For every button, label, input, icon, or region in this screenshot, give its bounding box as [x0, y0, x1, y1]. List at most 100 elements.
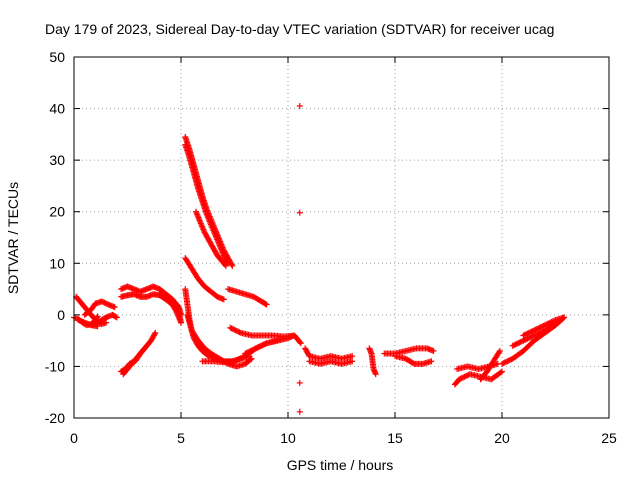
data-point [509, 342, 516, 349]
data-point [548, 318, 555, 325]
data-point [296, 102, 303, 109]
data-point [112, 313, 119, 320]
data-point [256, 343, 263, 350]
data-point [537, 329, 544, 336]
data-point [549, 318, 556, 325]
data-point [246, 348, 253, 355]
data-point [496, 349, 503, 356]
y-tick-label: -20 [45, 410, 65, 426]
data-point [247, 347, 254, 354]
data-point [372, 371, 379, 378]
data-point [297, 340, 304, 347]
data-point [457, 375, 464, 382]
data-point [537, 324, 544, 331]
data-point [527, 334, 534, 341]
data-point [260, 341, 267, 348]
data-point [243, 349, 250, 356]
data-point [521, 336, 528, 343]
y-tick-label: -10 [45, 358, 65, 374]
x-tick-label: 10 [280, 430, 296, 446]
data-point [259, 342, 266, 349]
data-point [533, 326, 540, 333]
y-tick-label: 30 [49, 152, 65, 168]
x-tick-label: 25 [601, 430, 617, 446]
data-point [233, 327, 240, 334]
data-point [220, 296, 227, 303]
data-point [545, 320, 552, 327]
data-point [549, 322, 556, 329]
data-point [533, 331, 540, 338]
data-point [113, 314, 120, 321]
data-point [296, 209, 303, 216]
data-point [505, 357, 512, 364]
data-point [551, 317, 558, 324]
data-point [456, 376, 463, 383]
y-tick-label: 10 [49, 255, 65, 271]
tick-labels: 0 5 10 15 20 25 -20 -10 0 10 20 30 40 50 [45, 49, 617, 446]
y-tick-label: 40 [49, 101, 65, 117]
data-point [541, 322, 548, 329]
data-point [561, 314, 568, 321]
data-point [285, 335, 291, 342]
data-point [519, 338, 526, 345]
data-point [511, 342, 518, 349]
data-point [528, 333, 535, 340]
data-point [520, 337, 527, 344]
data-point [140, 346, 147, 353]
data-point [460, 374, 467, 381]
y-axis-label: SDTVAR / TECUs [5, 182, 21, 294]
x-tick-label: 20 [494, 430, 510, 446]
data-point [94, 323, 101, 330]
data-point [141, 345, 148, 352]
data-point [232, 327, 239, 334]
data-point [536, 324, 543, 331]
x-tick-label: 0 [70, 430, 78, 446]
data-point [516, 339, 523, 346]
data-point [238, 355, 245, 362]
data-point [247, 356, 254, 363]
data-point [528, 328, 535, 335]
plot-frame [73, 56, 610, 419]
data-point [529, 327, 536, 334]
data-point [229, 262, 236, 269]
data-point [229, 326, 236, 333]
data-point [251, 346, 258, 353]
data-point [532, 326, 539, 333]
data-point [349, 358, 356, 365]
x-axis-label: GPS time / hours [287, 457, 394, 473]
data-point [521, 331, 528, 338]
data-point [535, 325, 542, 332]
data-point [232, 357, 239, 364]
data-point [531, 327, 538, 334]
data-point [255, 344, 262, 351]
data-point [244, 349, 251, 356]
data-point [430, 347, 437, 354]
data-point [248, 347, 255, 354]
data-point [231, 358, 238, 365]
data-point [178, 319, 184, 326]
data-point [248, 355, 255, 362]
data-point [262, 300, 269, 307]
data-point [349, 353, 356, 360]
data-point [532, 331, 539, 338]
data-point [239, 354, 246, 361]
data-point [258, 342, 265, 349]
data-point [529, 333, 536, 340]
data-point [296, 408, 303, 415]
grid [74, 57, 609, 418]
data-point [496, 347, 503, 354]
data-point [222, 262, 229, 269]
data-point [461, 373, 468, 380]
x-tick-label: 15 [387, 430, 403, 446]
data-point [544, 320, 551, 327]
data-points [71, 102, 568, 415]
data-point [497, 369, 504, 376]
data-point [234, 356, 241, 363]
data-point [458, 375, 465, 382]
data-point [520, 332, 527, 339]
y-tick-label: 0 [57, 307, 65, 323]
data-point [531, 332, 538, 339]
data-point [103, 319, 110, 326]
data-point [543, 321, 550, 328]
